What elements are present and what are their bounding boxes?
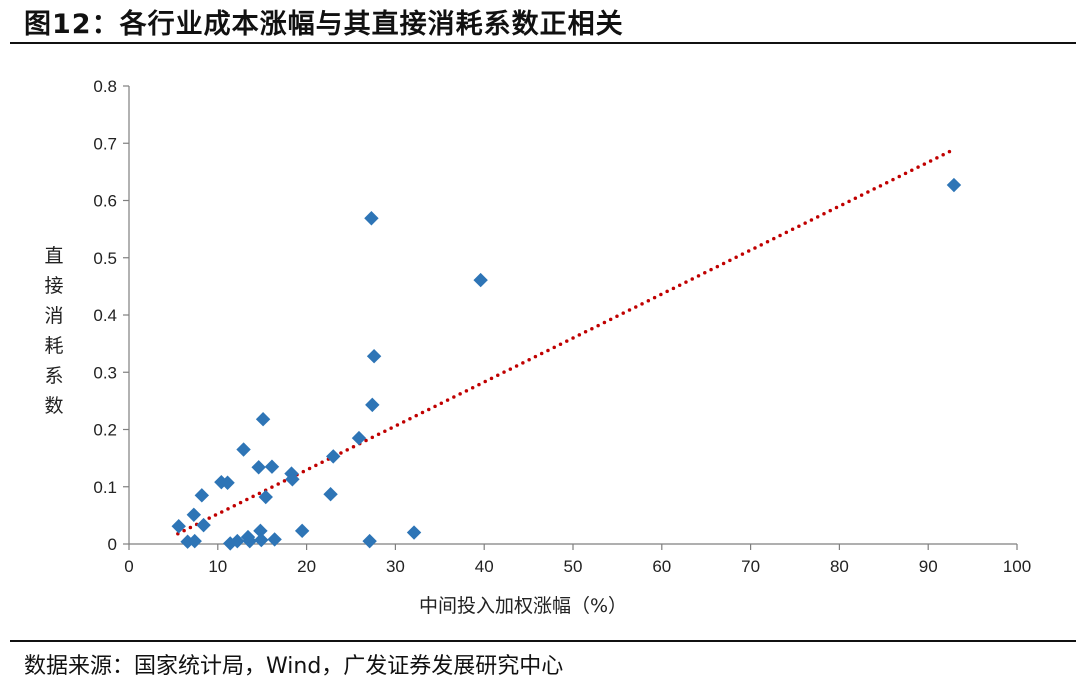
x-tick-label: 0 (124, 557, 133, 576)
x-axis-title: 中间投入加权涨幅（%） (419, 595, 627, 617)
y-tick-label: 0.3 (93, 363, 117, 382)
data-point (171, 519, 186, 534)
x-tick-label: 90 (919, 557, 938, 576)
data-point (264, 459, 280, 474)
data-point (946, 177, 962, 193)
x-tick-label: 50 (564, 557, 583, 576)
data-point (194, 488, 210, 503)
y-tick-label: 0.4 (93, 306, 117, 325)
x-tick-label: 60 (652, 557, 671, 576)
y-tick-label: 0.1 (93, 478, 117, 497)
data-point (365, 397, 380, 413)
data-point (351, 430, 367, 446)
y-tick-label: 0.8 (93, 77, 117, 96)
y-axis-title: 直接消耗系数 (44, 245, 63, 417)
data-point (406, 525, 422, 540)
x-tick-label: 80 (830, 557, 849, 576)
title-divider (10, 42, 1076, 44)
data-point (242, 533, 257, 549)
data-point (236, 442, 251, 457)
x-tick-label: 40 (475, 557, 494, 576)
x-tick-label: 20 (297, 557, 316, 576)
footer-divider (10, 640, 1076, 642)
data-point (473, 272, 488, 288)
data-point (267, 532, 282, 547)
trendline-layer (176, 147, 957, 536)
x-tick-label: 10 (208, 557, 227, 576)
x-tick-label: 100 (1003, 557, 1031, 576)
data-point (220, 475, 235, 490)
data-point (187, 533, 202, 549)
data-points (171, 177, 962, 551)
data-point (254, 532, 269, 548)
data-point (255, 411, 271, 427)
data-point (258, 489, 273, 505)
y-tick-label: 0.2 (93, 421, 117, 440)
y-tick-label: 0.6 (93, 192, 117, 211)
y-tick-label: 0 (108, 535, 117, 554)
data-point (362, 533, 377, 549)
data-point (196, 517, 211, 533)
data-point (251, 460, 266, 475)
page-title: 图12：各行业成本涨幅与其直接消耗系数正相关 (24, 9, 624, 40)
data-point (326, 449, 341, 464)
data-point (364, 211, 379, 226)
x-tick-label: 30 (386, 557, 405, 576)
data-point (230, 533, 245, 549)
trendline (176, 147, 957, 536)
y-tick-label: 0.5 (93, 249, 117, 268)
data-point (186, 507, 202, 523)
data-point (323, 486, 338, 502)
chart-axes: 0 0.1 0.2 0.3 0.4 0.5 0.6 0.7 0.8 0 10 20 30 40 50 60 70… (93, 77, 1031, 576)
data-point (285, 472, 300, 487)
y-tick-label: 0.7 (93, 134, 117, 153)
data-source-note: 数据来源：国家统计局，Wind，广发证券发展研究中心 (24, 654, 564, 679)
data-point (366, 349, 382, 364)
x-tick-label: 70 (741, 557, 760, 576)
data-point (294, 523, 310, 539)
